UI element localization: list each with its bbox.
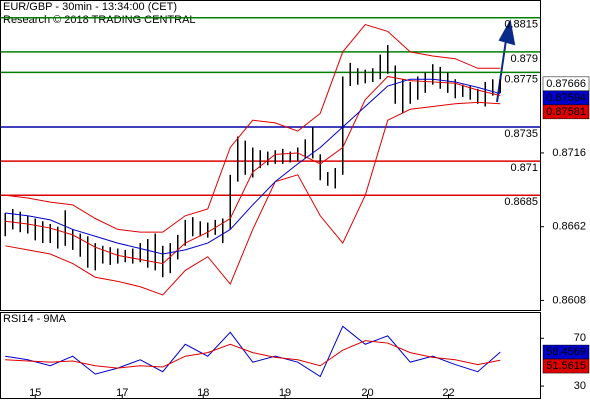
- x-tick-label: 15: [29, 387, 41, 399]
- level-label: 0.879: [510, 53, 538, 65]
- level-label: 0.8685: [504, 196, 538, 208]
- level-label: 0.8775: [504, 73, 538, 85]
- series-line: [5, 325, 501, 378]
- value-box-label: 0.87594: [546, 92, 586, 104]
- value-box: [542, 358, 590, 374]
- x-tick-label: 18: [197, 387, 209, 399]
- chart-title: EUR/GBP - 30min - 13:34:00 (CET): [3, 1, 177, 13]
- y-tick-label: 70: [574, 332, 586, 344]
- series-line: [5, 101, 501, 296]
- x-tick-label: 17: [116, 387, 128, 399]
- rsi-title: RSI14 - 9MA: [3, 313, 67, 325]
- level-label: 0.8735: [504, 128, 538, 140]
- chart-subtitle: Research © 2018 TRADING CENTRAL: [3, 14, 196, 26]
- value-box-label: 0.87666: [546, 78, 586, 90]
- y-tick-label: 0.8608: [552, 294, 586, 306]
- series-line: [5, 75, 501, 265]
- value-box: [542, 104, 590, 120]
- series-line: [5, 24, 501, 233]
- value-box-label: 58.4569: [546, 346, 586, 358]
- x-tick-label: 20: [361, 387, 373, 399]
- y-tick-label: 0.8716: [552, 147, 586, 159]
- rsi-frame: [0, 312, 541, 399]
- value-box-label: 51.5615: [546, 360, 586, 372]
- level-label: 0.871: [510, 162, 538, 174]
- x-tick-label: 22: [442, 387, 454, 399]
- series-line: [5, 340, 501, 369]
- x-tick-label: 19: [279, 387, 291, 399]
- price-frame: [0, 0, 541, 311]
- series-line: [5, 78, 501, 255]
- level-label: 0.8815: [504, 19, 538, 31]
- y-tick-label: 30: [574, 380, 586, 392]
- y-tick-label: 0.8662: [552, 221, 586, 233]
- value-box-label: 0.87581: [546, 106, 586, 118]
- forecast-arrow: [496, 19, 516, 103]
